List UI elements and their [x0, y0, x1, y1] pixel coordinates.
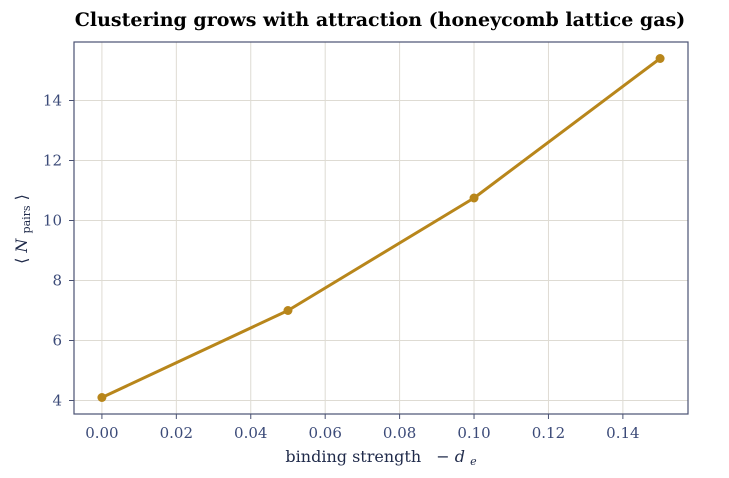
y-tick-label: 14: [43, 92, 62, 110]
y-ticks: 4 6 8 10 12 14: [43, 92, 74, 410]
data-point: [97, 393, 107, 402]
x-tick-label: 0.12: [532, 424, 565, 442]
data-point: [655, 54, 665, 63]
x-axis-label-sign: −: [436, 447, 449, 466]
x-tick-label: 0.04: [234, 424, 267, 442]
y-axis-label: ⟨ N pairs ⟩: [12, 194, 34, 264]
y-tick-label: 4: [52, 392, 62, 410]
y-tick-label: 6: [52, 332, 62, 350]
y-axis-label-subscript: pairs: [20, 205, 33, 233]
data-point: [283, 306, 293, 315]
x-ticks: 0.00 0.02 0.04 0.06 0.08 0.10 0.12 0.14: [85, 414, 640, 442]
x-tick-label: 0.10: [457, 424, 490, 442]
x-axis-label-text: binding strength: [285, 447, 421, 466]
y-tick-label: 12: [43, 152, 62, 170]
x-axis-label-subscript: e: [470, 455, 477, 468]
plot-area: [97, 54, 665, 402]
x-axis-label-symbol: d: [455, 447, 465, 466]
chart-title: Clustering grows with attraction (honeyc…: [75, 9, 685, 31]
x-tick-label: 0.00: [85, 424, 118, 442]
x-tick-label: 0.14: [606, 424, 639, 442]
data-point: [469, 193, 479, 203]
y-tick-label: 8: [52, 272, 62, 290]
y-axis-label-open: ⟨: [12, 258, 31, 264]
series-line: [100, 57, 662, 399]
x-tick-label: 0.02: [160, 424, 193, 442]
axes-frame: [73, 41, 689, 415]
y-tick-label: 10: [43, 212, 62, 230]
y-axis-label-close: ⟩: [12, 194, 31, 200]
x-tick-label: 0.08: [383, 424, 416, 442]
x-axis-label: binding strength − d e: [285, 447, 477, 468]
x-tick-label: 0.06: [308, 424, 341, 442]
y-axis-label-symbol: N: [12, 238, 31, 254]
grid: [74, 42, 688, 414]
